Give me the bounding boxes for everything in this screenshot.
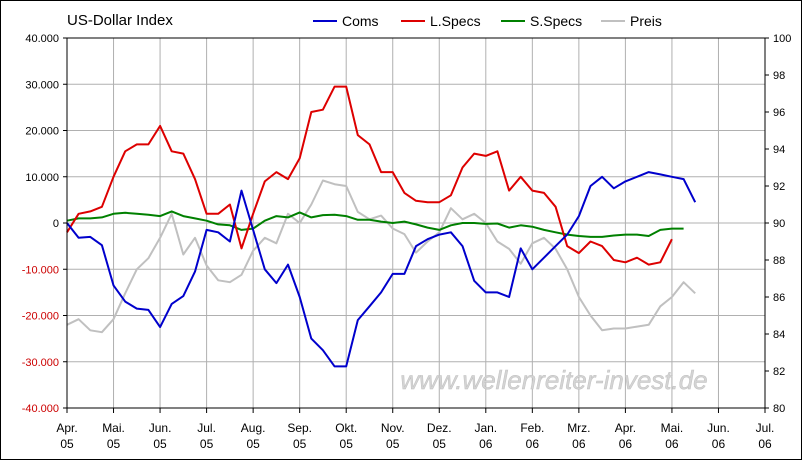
x-tick-label-month: Apr.	[615, 421, 636, 435]
right-y-tick-label: 96	[773, 107, 785, 119]
x-tick-label-year: 05	[340, 437, 354, 451]
x-tick-label-year: 06	[479, 437, 493, 451]
x-tick-label-month: Sep.	[287, 421, 312, 435]
x-tick-label-year: 05	[386, 437, 400, 451]
gridlines	[67, 38, 765, 408]
left-y-tick-label: -40.000	[22, 403, 59, 415]
right-y-tick-label: 84	[773, 329, 785, 341]
right-y-tick-label: 86	[773, 292, 785, 304]
x-tick-label-year: 06	[619, 437, 633, 451]
legend-label-l-specs: L.Specs	[430, 13, 481, 29]
legend-label-s-specs: S.Specs	[530, 13, 582, 29]
x-tick-label-month: Dez.	[427, 421, 452, 435]
x-tick-label-year: 06	[572, 437, 586, 451]
legend: Coms L.Specs S.Specs Preis	[313, 13, 662, 29]
series-line-s-specs	[66, 210, 684, 238]
x-tick-label-year: 05	[153, 437, 167, 451]
series-lines	[66, 85, 697, 368]
left-y-tick-label: 30.000	[25, 79, 59, 91]
left-y-tick-label: 20.000	[25, 126, 59, 138]
x-tick-label-year: 06	[665, 437, 679, 451]
x-tick-label-month: Apr.	[56, 421, 77, 435]
right-y-tick-label: 88	[773, 255, 785, 267]
chart-title: US-Dollar Index	[67, 12, 173, 29]
x-tick-label-month: Nov.	[381, 421, 405, 435]
x-tick-label-year: 05	[200, 437, 214, 451]
x-tick-label-year: 06	[758, 437, 772, 451]
right-y-tick-label: 90	[773, 218, 785, 230]
left-y-tick-label: -20.000	[22, 311, 59, 323]
legend-label-preis: Preis	[630, 13, 662, 29]
left-y-tick-label: 10.000	[25, 172, 59, 184]
x-tick-label-month: Jun.	[707, 421, 730, 435]
legend-label-coms: Coms	[342, 13, 379, 29]
left-y-tick-label: 0	[53, 218, 59, 230]
x-tick-label-year: 05	[433, 437, 447, 451]
x-tick-label-month: Aug.	[241, 421, 266, 435]
left-y-axis: 40.000 30.000 20.000 10.000 0 -10.000 -20.000 -…	[22, 33, 67, 415]
series-line-preis	[66, 179, 696, 334]
x-tick-label-year: 05	[107, 437, 121, 451]
x-tick-label-year: 05	[60, 437, 74, 451]
x-tick-label-month: Feb.	[520, 421, 544, 435]
left-y-tick-label: -10.000	[22, 264, 59, 276]
watermark-text: www.wellenreiter-invest.de	[400, 365, 707, 395]
right-y-tick-label: 98	[773, 70, 785, 82]
left-y-tick-label: -30.000	[22, 357, 59, 369]
series-line-coms	[66, 171, 697, 368]
x-tick-label-month: Mai.	[102, 421, 125, 435]
right-y-tick-label: 100	[773, 33, 791, 45]
watermark-layer: www.wellenreiter-invest.de	[400, 365, 708, 396]
series-line-l-specs	[66, 85, 673, 266]
x-tick-label-month: Mai.	[661, 421, 684, 435]
x-tick-label-month: Mrz.	[567, 421, 590, 435]
x-tick-label-month: Jun.	[149, 421, 172, 435]
x-tick-label-year: 06	[712, 437, 726, 451]
right-y-tick-label: 92	[773, 181, 785, 193]
x-tick-label-year: 05	[293, 437, 307, 451]
x-tick-label-year: 05	[246, 437, 260, 451]
x-tick-label-month: Jul.	[756, 421, 775, 435]
x-tick-label-year: 06	[526, 437, 540, 451]
right-y-axis: 100 98 96 94 92 90 88 86 84 82 80	[765, 33, 791, 415]
right-y-tick-label: 80	[773, 403, 785, 415]
right-y-tick-label: 94	[773, 144, 785, 156]
right-y-tick-label: 82	[773, 366, 785, 378]
x-tick-label-month: Okt.	[335, 421, 357, 435]
x-axis: Apr. 05 Mai. 05 Jun. 05 Jul. 05 Aug. 05 Sep. 05 Okt.…	[56, 408, 774, 451]
x-tick-label-month: Jul.	[197, 421, 216, 435]
x-tick-label-month: Jan.	[474, 421, 497, 435]
left-y-tick-label: 40.000	[25, 33, 59, 45]
